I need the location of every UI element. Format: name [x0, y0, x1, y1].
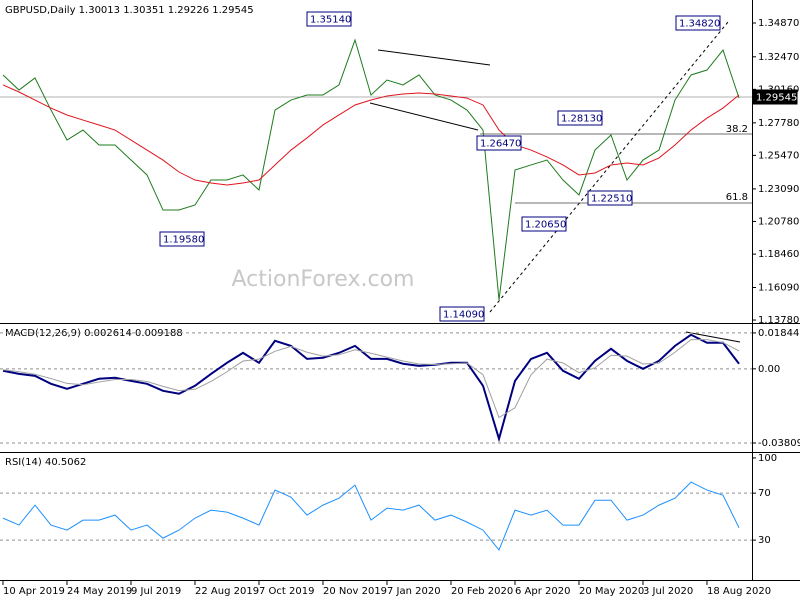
price-annotation: 1.26470 [476, 135, 522, 151]
annotation-box [521, 216, 567, 232]
annotation-label: 1.29545 [756, 93, 797, 104]
watermark: ActionForex.com [232, 267, 415, 292]
x-tick-label: 20 Feb 2020 [451, 586, 513, 597]
annotation-box [557, 110, 603, 126]
annotation-box [587, 190, 633, 206]
x-tick-label: 10 Apr 2019 [3, 586, 65, 597]
annotation-label: 1.19580 [163, 235, 204, 246]
trend-line [369, 102, 479, 131]
price-annotation: 1.34820 [675, 15, 721, 31]
y-tick-label: 1.32470 [758, 52, 799, 63]
annotation-box [159, 231, 205, 247]
y-tick-label: 30 [758, 535, 771, 546]
chart-title: GBPUSD,Daily 1.30013 1.30351 1.29226 1.2… [5, 5, 254, 16]
price-annotation: 1.20650 [521, 216, 567, 232]
x-tick-label: 7 Oct 2019 [259, 586, 314, 597]
series-line [2, 481, 740, 552]
y-tick-label: 1.18460 [758, 249, 799, 260]
price-annotation: 1.28130 [557, 110, 603, 126]
price-annotation: 1.35140 [306, 11, 352, 27]
price-annotation: 1.19580 [159, 231, 205, 247]
y-tick-label: 1.20780 [758, 216, 799, 227]
x-tick-label: 3 Jul 2020 [643, 586, 693, 597]
price-annotation: 1.29545 [752, 89, 798, 105]
y-tick-label: 0.018442 [758, 328, 800, 339]
y-tick-label: 100 [758, 453, 777, 464]
x-tick-label: 18 Aug 2020 [707, 586, 771, 597]
y-tick-label: 70 [758, 488, 771, 499]
y-tick-label: 1.23090 [758, 184, 799, 195]
fib-label: 61.8 [726, 192, 748, 203]
annotation-box [306, 11, 352, 27]
annotation-label: 1.34820 [679, 19, 720, 30]
fib-label: 38.2 [726, 124, 748, 135]
annotation-label: 1.20650 [525, 220, 566, 231]
series-line [2, 84, 740, 186]
y-tick-label: 0.00 [758, 364, 780, 375]
y-tick-label: 1.25470 [758, 150, 799, 161]
annotation-label: 1.35140 [310, 15, 351, 26]
price-annotation: 1.22510 [587, 190, 633, 206]
x-tick-label: 20 May 2020 [579, 586, 644, 597]
y-tick-label: 1.13780 [758, 315, 799, 326]
annotation-label: 1.28130 [561, 114, 602, 125]
chart-title: MACD(12,26,9) 0.002614 0.009188 [5, 328, 183, 339]
x-tick-label: 24 May 2019 [67, 586, 132, 597]
x-tick-label: 9 Jul 2019 [131, 586, 181, 597]
annotation-label: 1.26470 [480, 139, 521, 150]
trend-line [377, 49, 491, 66]
annotation-box [752, 89, 798, 105]
series-line [2, 38, 740, 301]
trend-line [685, 331, 741, 343]
x-tick-label: 6 Apr 2020 [515, 586, 570, 597]
y-tick-label: 1.27780 [758, 118, 799, 129]
series-line [2, 339, 740, 419]
price-annotation: 1.14090 [439, 306, 485, 322]
y-tick-label: 1.34870 [758, 18, 799, 29]
annotation-box [476, 135, 522, 151]
chart-title: RSI(14) 40.5062 [5, 457, 86, 468]
x-tick-label: 7 Jan 2020 [387, 586, 441, 597]
x-tick-label: 22 Aug 2019 [195, 586, 259, 597]
annotation-label: 1.14090 [443, 310, 484, 321]
annotation-box [675, 15, 721, 31]
annotation-label: 1.22510 [591, 194, 632, 205]
y-tick-label: 1.16090 [758, 282, 799, 293]
annotation-box [439, 306, 485, 322]
trend-line [489, 21, 729, 313]
y-tick-label: -0.038095 [758, 438, 800, 449]
drawings [0, 21, 752, 343]
x-tick-label: 20 Nov 2019 [323, 586, 387, 597]
